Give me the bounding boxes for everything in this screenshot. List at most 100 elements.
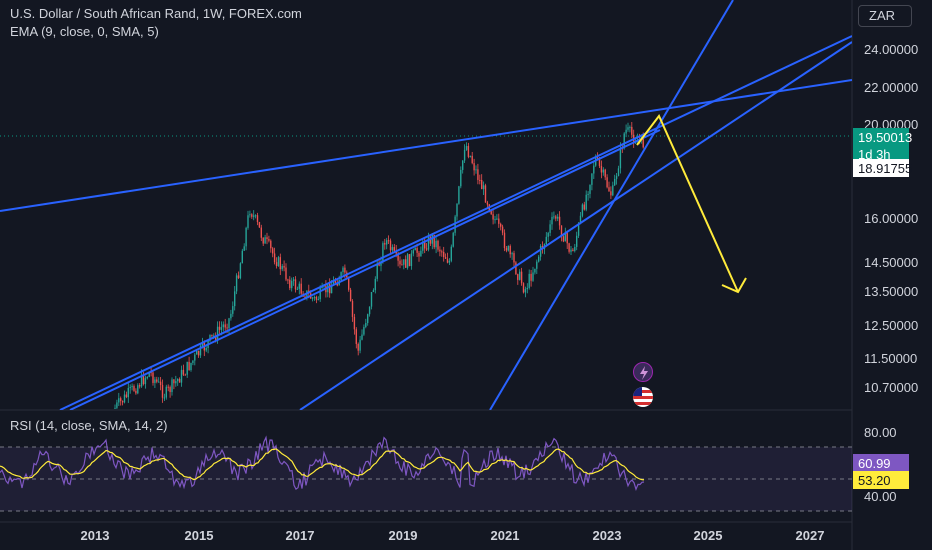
candle-body — [329, 283, 331, 294]
candle-body — [568, 243, 570, 252]
candle-body — [403, 259, 405, 265]
candle-body — [606, 177, 608, 188]
rsi-axis-label: 80.00 — [864, 425, 897, 440]
currency-button[interactable]: ZAR — [858, 5, 912, 27]
candle-body — [422, 241, 424, 251]
candle-body — [408, 254, 411, 267]
candle-body — [220, 327, 223, 330]
candle-body — [114, 407, 116, 409]
candle-body — [190, 362, 192, 371]
rsi-value-badge: 60.99 — [853, 454, 909, 472]
candle-body — [169, 387, 171, 393]
candle-body — [197, 350, 200, 356]
candle-body — [467, 146, 470, 157]
candle-body — [300, 283, 302, 294]
candle-body — [441, 251, 443, 253]
candle-body — [254, 215, 257, 217]
candle-body — [439, 249, 441, 252]
candle-body — [230, 313, 232, 319]
candle-body — [281, 266, 283, 270]
candle-body — [465, 146, 468, 150]
candle-body — [458, 186, 460, 204]
candle-body — [330, 285, 333, 294]
rsi-indicator-label[interactable]: RSI (14, close, SMA, 14, 2) — [10, 418, 168, 433]
candle-body — [576, 235, 578, 247]
candle-body — [551, 216, 553, 225]
candle-body — [313, 296, 316, 298]
candle-body — [332, 280, 335, 286]
candle-body — [344, 267, 346, 273]
projection-arrowhead — [721, 277, 747, 294]
candle-body — [192, 360, 194, 363]
us-flag-event-icon[interactable] — [633, 387, 653, 407]
candle-body — [532, 272, 534, 281]
candle-body — [420, 250, 422, 257]
time-axis-label: 2019 — [388, 528, 418, 543]
trendlines[interactable] — [0, 0, 852, 410]
candle-body — [386, 240, 388, 245]
candle-body — [357, 343, 359, 351]
candle-body — [427, 236, 430, 250]
candle-body — [277, 257, 280, 267]
candle-body — [446, 258, 449, 263]
candle-body — [460, 169, 462, 187]
candle-body — [268, 238, 270, 241]
candle-body — [253, 215, 255, 217]
rsi-axis-label: 40.00 — [864, 489, 897, 504]
candle-body — [232, 306, 234, 314]
candle-body — [317, 299, 319, 301]
candle-body — [450, 246, 452, 261]
last-price-badge: 19.50013 — [853, 128, 912, 146]
candle-body — [574, 246, 576, 252]
candle-body — [577, 223, 580, 236]
candle-body — [490, 211, 492, 215]
candle-body — [454, 216, 456, 233]
candle-body — [205, 348, 207, 351]
candle-body — [612, 185, 614, 196]
projection-arrow[interactable] — [636, 114, 747, 294]
candle-body — [139, 385, 141, 387]
candle-body — [625, 129, 627, 134]
candle-body — [545, 236, 547, 245]
candle-body — [234, 291, 236, 307]
candle-body — [448, 260, 451, 263]
price-axis-label: 13.50000 — [864, 284, 919, 299]
candle-body — [587, 193, 589, 195]
symbol-title[interactable]: U.S. Dollar / South African Rand, 1W, FO… — [10, 6, 302, 21]
candle-body — [161, 385, 164, 398]
candle-body — [425, 248, 428, 250]
candle-body — [482, 185, 485, 190]
candle-body — [475, 169, 477, 171]
candle-body — [520, 271, 523, 284]
candle-body — [564, 232, 566, 242]
candle-body — [235, 275, 238, 292]
candle-body — [123, 394, 126, 403]
candle-body — [530, 273, 532, 281]
candle-body — [272, 248, 274, 254]
candle-body — [598, 158, 601, 166]
candle-body — [389, 240, 392, 251]
candle-body — [406, 254, 409, 268]
candle-body — [378, 264, 380, 266]
candle-body — [405, 259, 407, 268]
candle-body — [608, 187, 610, 192]
lightning-event-icon[interactable] — [633, 362, 653, 382]
candle-body — [496, 218, 498, 220]
candle-body — [249, 214, 251, 216]
candle-body — [209, 334, 211, 341]
candle-body — [494, 219, 496, 221]
candle-body — [146, 376, 148, 379]
candle-body — [173, 379, 175, 384]
candle-body — [186, 361, 188, 375]
trendline — [59, 35, 852, 410]
candle-body — [294, 279, 297, 290]
candle-body — [118, 398, 120, 403]
candle-body — [557, 216, 559, 219]
ema-indicator-label[interactable]: EMA (9, close, 0, SMA, 5) — [10, 24, 159, 39]
candle-body — [581, 204, 584, 216]
candle-body — [260, 227, 262, 238]
candle-body — [165, 386, 167, 398]
candle-body — [505, 248, 508, 251]
candle-body — [285, 267, 287, 280]
